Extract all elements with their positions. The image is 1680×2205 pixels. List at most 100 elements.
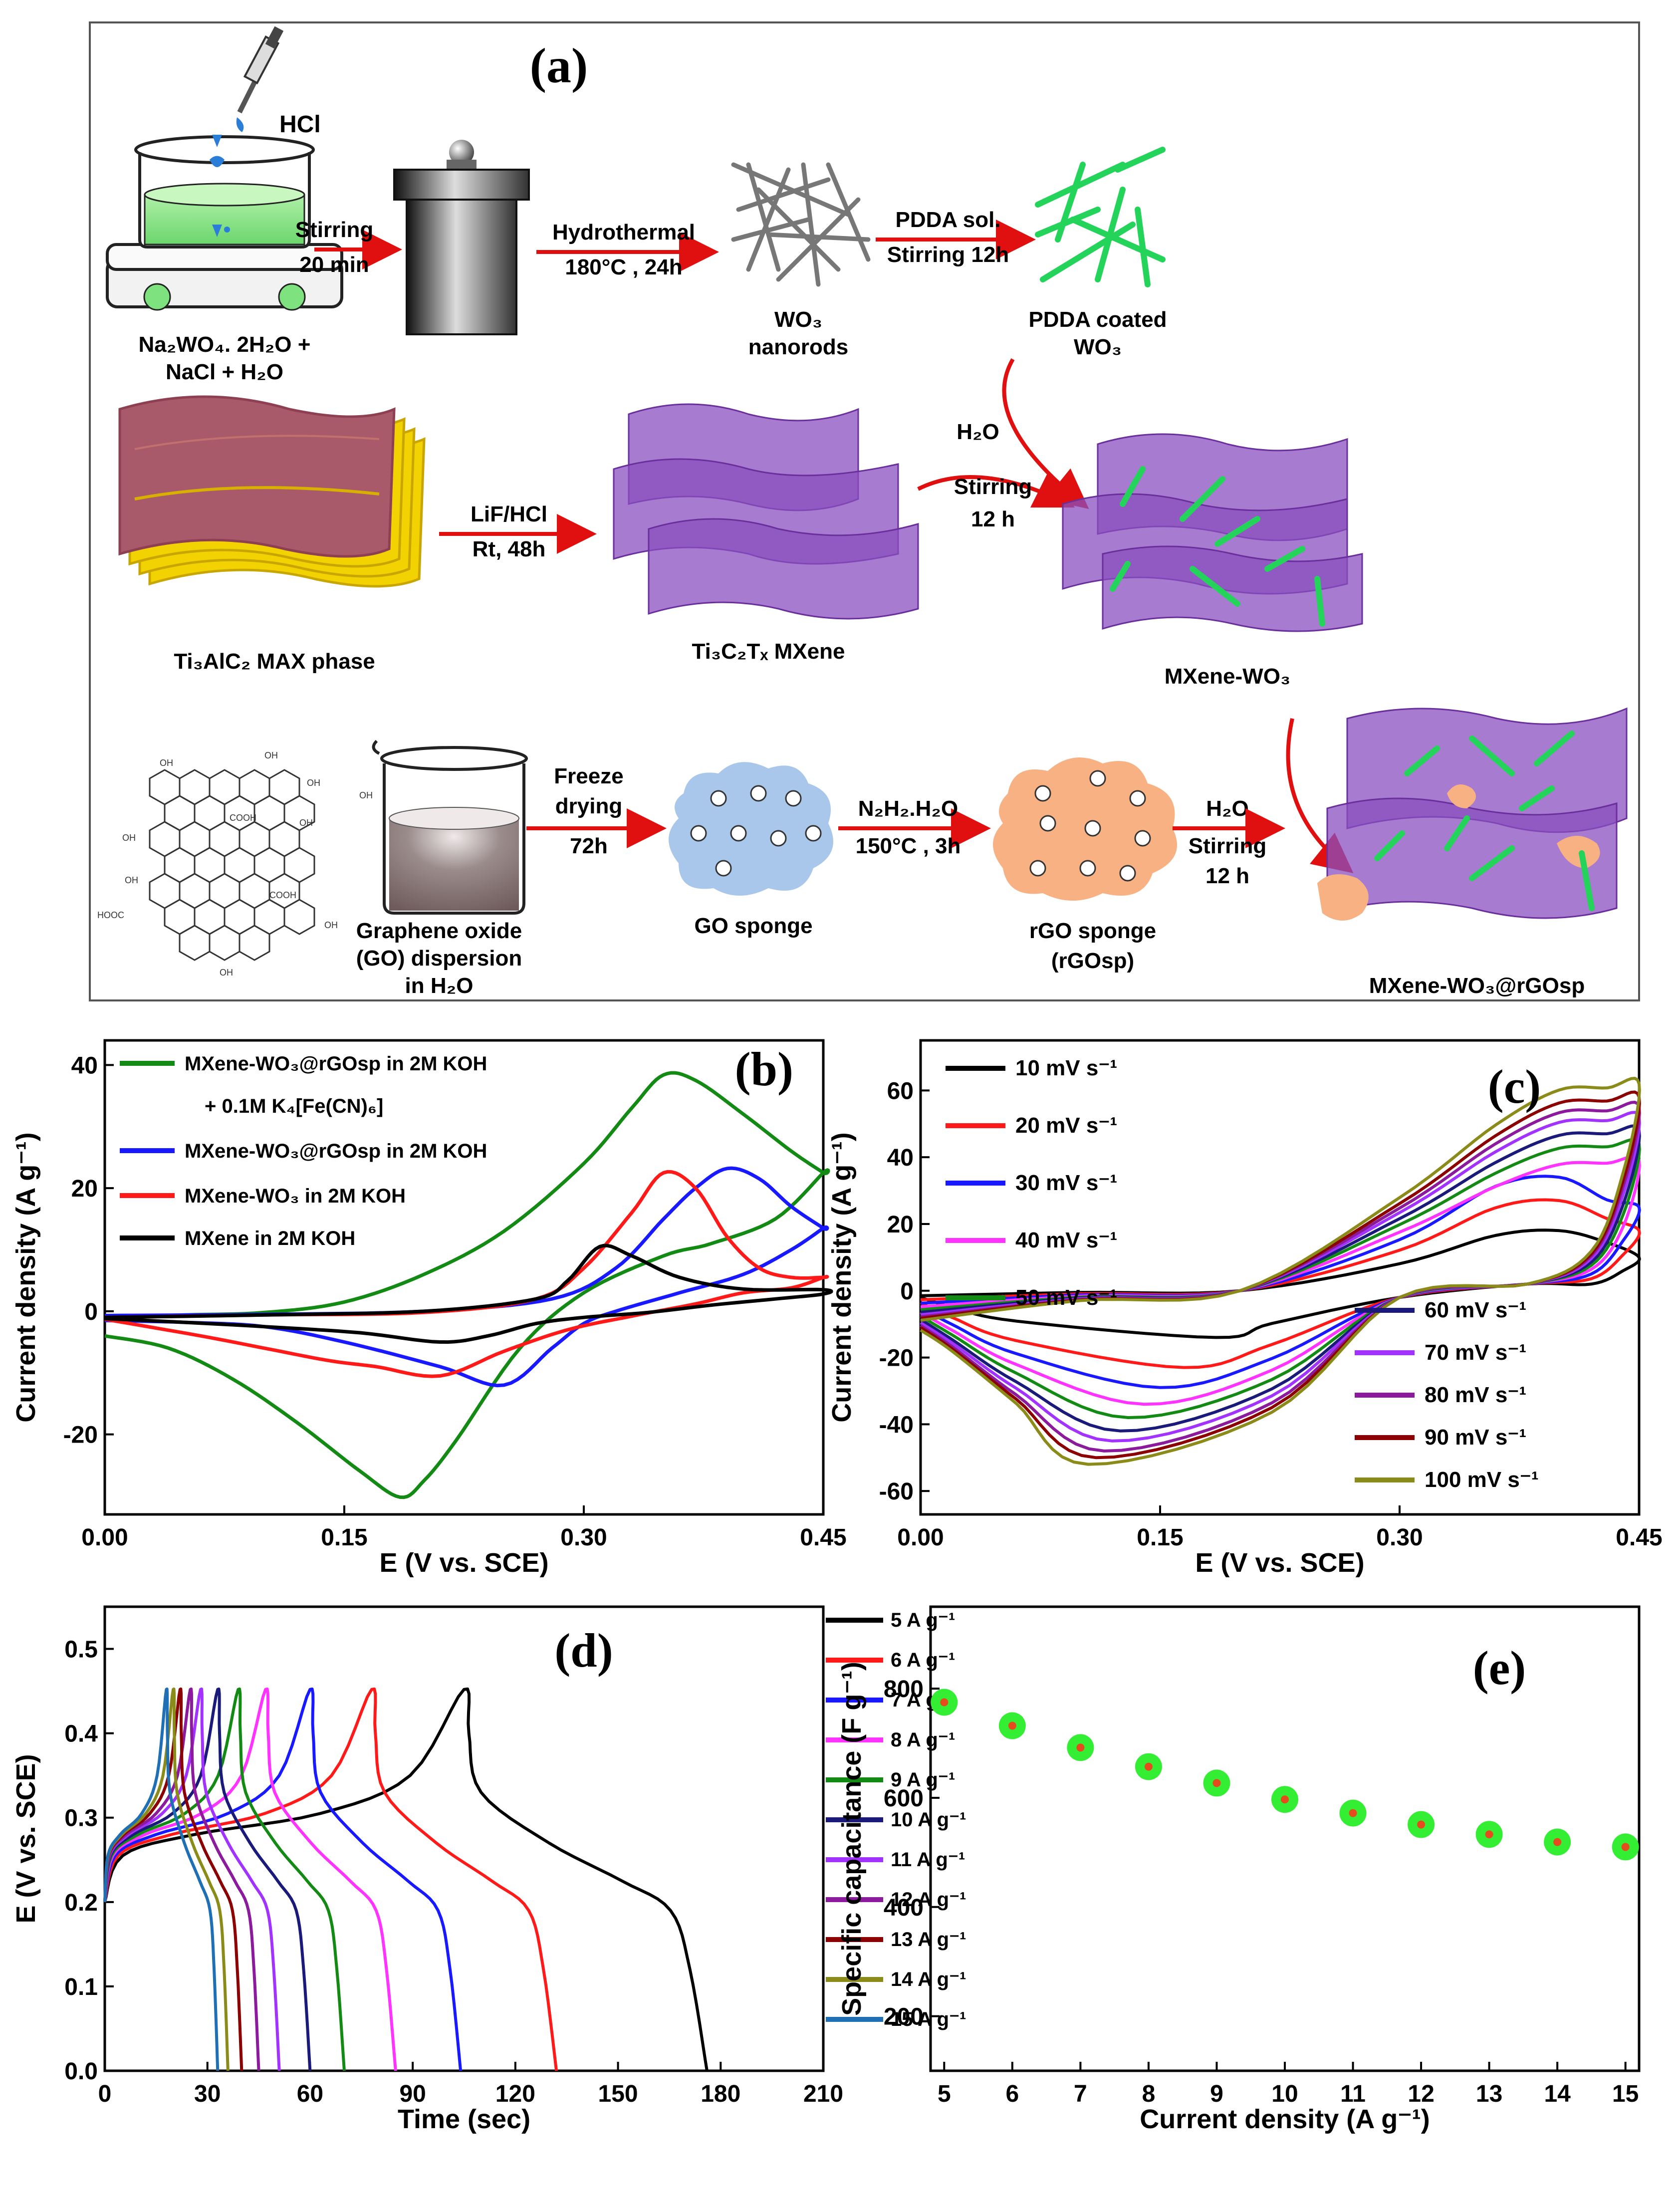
- plot-frame: [919, 1039, 1641, 1516]
- stir-label-1: Stirring: [954, 475, 1032, 499]
- data-point-center: [1281, 1795, 1289, 1804]
- data-point-center: [1144, 1762, 1153, 1771]
- x-tick-label: 180: [701, 2081, 740, 2107]
- pdda-wo3-line1: PDDA coated: [1028, 307, 1167, 332]
- y-tick-label: -40: [879, 1412, 914, 1438]
- x-tick-label: 120: [495, 2081, 535, 2107]
- pdda-wo3-line2: WO₃: [1074, 335, 1122, 359]
- x-tick-label: 10: [1271, 2081, 1298, 2107]
- gcd-curve: [103, 1687, 558, 2071]
- n2h4-label: N₂H₂.H₂O: [858, 796, 958, 821]
- x-tick-label: 11: [1340, 2081, 1366, 2107]
- oh-label-6: OH: [299, 818, 313, 828]
- hydrothermal-reactor-icon: [393, 140, 530, 335]
- x-tick-label: 150: [598, 2081, 638, 2107]
- go-dispersion-beaker: [372, 739, 528, 915]
- y-tick-label: 0.0: [64, 2058, 98, 2085]
- mxene-sheets-icon: [613, 403, 919, 620]
- x-tick-label: 30: [194, 2081, 221, 2107]
- cooh-label-2: COOH: [269, 890, 296, 900]
- y-tick-label: 0.3: [64, 1805, 98, 1832]
- x-tick-label: 0.45: [800, 1524, 846, 1551]
- gcd-curve: [103, 1687, 281, 2071]
- cv-scan-rate-line: [920, 1138, 1641, 1419]
- legend-label: 90 mV s⁻¹: [1425, 1425, 1526, 1450]
- x-tick-label: 90: [399, 2081, 426, 2107]
- y-tick-label: 600: [884, 1785, 924, 1812]
- cv-scan-rate-line: [920, 1101, 1641, 1453]
- oh-label-7: OH: [125, 875, 138, 885]
- cv-series-line: [104, 1243, 833, 1344]
- rgo-sponge-icon: [993, 757, 1177, 901]
- cv-scan-rate-line: [920, 1155, 1641, 1406]
- oh-label-9: OH: [220, 968, 233, 978]
- y-axis-title: Specific capacitance (F g⁻¹): [837, 1662, 867, 2016]
- oh-label-2: OH: [264, 750, 278, 760]
- oh-label-3: OH: [307, 778, 320, 788]
- data-point-center: [940, 1698, 949, 1707]
- gcd-curve: [103, 1687, 397, 2071]
- legend-label: 12 A g⁻¹: [891, 1889, 966, 1911]
- y-tick-label: 400: [884, 1895, 924, 1921]
- gcd-curve: [103, 1687, 346, 2071]
- pdda-cond: Stirring 12h: [887, 243, 1009, 267]
- hydrothermal-label: Hydrothermal: [552, 220, 695, 245]
- precursor-line2: NaCl + H₂O: [166, 360, 283, 384]
- panel-d-label: (d): [554, 1624, 613, 1677]
- legend-label: MXene-WO₃@rGOsp in 2M KOH: [185, 1053, 487, 1075]
- lif-label: LiF/HCl: [471, 502, 547, 526]
- x-axis-title: Current density (A g⁻¹): [1140, 2104, 1430, 2134]
- gcd-curve: [103, 1687, 220, 2071]
- y-tick-label: 0: [84, 1299, 98, 1325]
- hcl-label: HCl: [279, 111, 321, 138]
- pdda-wo3-icon: [1035, 147, 1166, 287]
- x-tick-label: 13: [1476, 2081, 1502, 2107]
- legend-label: MXene-WO₃ in 2M KOH: [185, 1185, 406, 1207]
- max-label: Ti₃AlC₂ MAX phase: [174, 649, 375, 674]
- legend-label: 11 A g⁻¹: [891, 1849, 965, 1871]
- legend-label: 9 A g⁻¹: [891, 1769, 955, 1791]
- gcd-curve: [103, 1687, 709, 2071]
- legend-label: 30 mV s⁻¹: [1015, 1171, 1117, 1195]
- legend-label: 15 A g⁻¹: [891, 2008, 966, 2030]
- x-tick-label: 0.30: [1376, 1524, 1423, 1551]
- y-tick-label: 60: [887, 1078, 914, 1104]
- data-point-center: [1076, 1743, 1085, 1752]
- cv-series-line: [104, 1166, 829, 1388]
- y-tick-label: 20: [71, 1176, 98, 1202]
- final-label: MXene-WO₃@rGOsp: [1369, 974, 1585, 998]
- x-tick-label: 0.45: [1616, 1524, 1662, 1551]
- legend-label: 8 A g⁻¹: [891, 1729, 955, 1751]
- freeze-label-2: drying: [555, 794, 622, 818]
- data-point-center: [1485, 1830, 1493, 1839]
- h2o-label-2: H₂O: [1206, 796, 1249, 821]
- y-tick-label: -20: [63, 1422, 98, 1449]
- legend-label: 60 mV s⁻¹: [1425, 1298, 1526, 1322]
- cv-scan-rate-line: [920, 1124, 1641, 1433]
- x-tick-label: 15: [1612, 2081, 1639, 2107]
- cv-scan-rate-line: [920, 1090, 1641, 1460]
- legend-label: 10 A g⁻¹: [891, 1809, 966, 1831]
- stir-time-2: 12 h: [1205, 864, 1249, 888]
- go-line3: in H₂O: [405, 974, 474, 998]
- oh-label-4: OH: [359, 790, 373, 800]
- x-tick-label: 6: [1005, 2081, 1019, 2107]
- y-tick-label: -20: [879, 1345, 914, 1372]
- panel-e-label: (e): [1473, 1641, 1526, 1695]
- y-tick-label: 0.4: [64, 1721, 98, 1747]
- x-tick-label: 0.00: [897, 1524, 944, 1551]
- graphene-oxide-labels: COOH COOH HOOC OH OH OH OH OH OH OH OH O…: [97, 750, 373, 978]
- graphene-oxide-structure: [149, 769, 315, 961]
- mxene-wo3-label: MXene-WO₃: [1165, 664, 1291, 689]
- x-tick-label: 0.30: [560, 1524, 607, 1551]
- x-tick-label: 210: [803, 2081, 843, 2107]
- stir-time-1: 12 h: [971, 507, 1015, 531]
- go-line2: (GO) dispersion: [356, 946, 522, 971]
- legend-label: + 0.1M K₄[Fe(CN)₆]: [205, 1095, 383, 1117]
- x-tick-label: 60: [297, 2081, 323, 2107]
- panel-a-label: (a): [530, 38, 588, 93]
- pdda-label: PDDA sol.: [895, 208, 1000, 232]
- x-tick-label: 5: [938, 2081, 951, 2107]
- x-tick-label: 0.15: [321, 1524, 367, 1551]
- oh-label-5: OH: [122, 833, 136, 843]
